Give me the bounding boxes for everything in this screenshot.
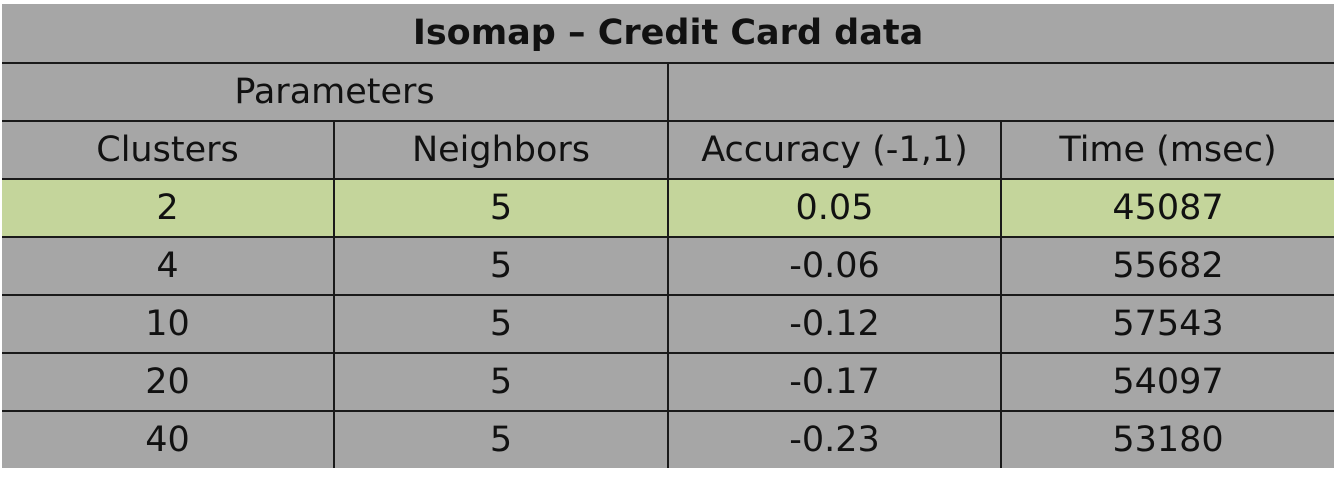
cell-neighbors: 5 — [333, 236, 669, 296]
column-header-time: Time (msec) — [999, 120, 1335, 180]
table-row: 4 5 -0.06 55682 — [2, 236, 1335, 296]
table-row-highlighted: 2 5 0.05 45087 — [2, 178, 1335, 238]
cell-time: 45087 — [999, 178, 1335, 238]
cell-accuracy: -0.12 — [667, 294, 1002, 354]
cell-accuracy: 0.05 — [667, 178, 1002, 238]
column-header-row: Clusters Neighbors Accuracy (-1,1) Time … — [2, 120, 1335, 180]
cell-clusters: 40 — [2, 410, 335, 468]
table-row: 20 5 -0.17 54097 — [2, 352, 1335, 412]
group-header-row: Parameters — [2, 62, 1335, 122]
cell-clusters: 4 — [2, 236, 335, 296]
cell-neighbors: 5 — [333, 410, 669, 468]
cell-accuracy: -0.17 — [667, 352, 1002, 412]
parameters-group-header: Parameters — [2, 62, 669, 122]
table-row: 10 5 -0.12 57543 — [2, 294, 1335, 354]
cell-neighbors: 5 — [333, 178, 669, 238]
column-header-accuracy: Accuracy (-1,1) — [667, 120, 1002, 180]
cell-time: 53180 — [999, 410, 1335, 468]
empty-group-header — [666, 62, 1335, 122]
cell-neighbors: 5 — [333, 352, 669, 412]
cell-time: 54097 — [999, 352, 1335, 412]
cell-time: 57543 — [999, 294, 1335, 354]
title-row: Isomap – Credit Card data — [2, 4, 1335, 64]
column-header-clusters: Clusters — [2, 120, 335, 180]
cell-time: 55682 — [999, 236, 1335, 296]
cell-neighbors: 5 — [333, 294, 669, 354]
table-title: Isomap – Credit Card data — [2, 4, 1335, 64]
cell-accuracy: -0.23 — [667, 410, 1002, 468]
cell-clusters: 20 — [2, 352, 335, 412]
table-row: 40 5 -0.23 53180 — [2, 410, 1335, 468]
column-header-neighbors: Neighbors — [333, 120, 669, 180]
cell-accuracy: -0.06 — [667, 236, 1002, 296]
cell-clusters: 2 — [2, 178, 335, 238]
cell-clusters: 10 — [2, 294, 335, 354]
results-table: Isomap – Credit Card data Parameters Clu… — [2, 4, 1335, 468]
